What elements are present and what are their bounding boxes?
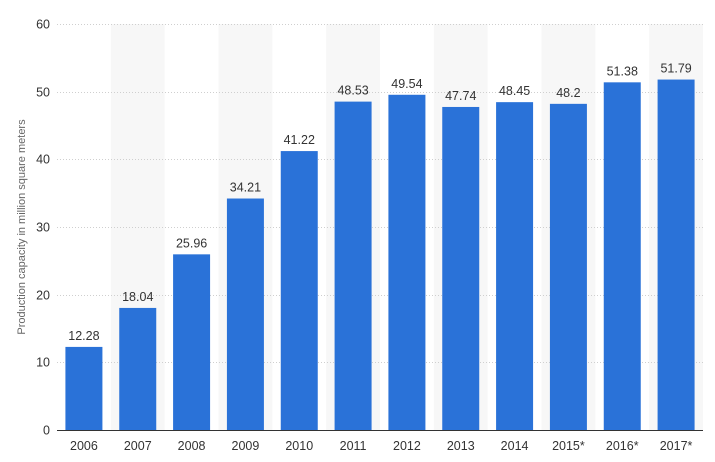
x-tick-label: 2011 — [340, 439, 367, 453]
data-label: 48.53 — [337, 84, 368, 98]
y-tick-label: 50 — [36, 86, 50, 100]
x-tick-label: 2016* — [606, 439, 639, 453]
bar-series — [65, 79, 695, 431]
data-labels: 12.28 18.04 25.96 34.21 41.22 48.53 49.54 47.74… — [68, 62, 691, 343]
y-axis-tick-labels: 0 10 20 30 40 50 60 — [36, 18, 50, 438]
data-label: 48.45 — [499, 84, 530, 98]
y-tick-label: 40 — [36, 153, 50, 167]
x-tick-label: 2007 — [124, 439, 152, 453]
x-tick-label: 2012 — [393, 439, 421, 453]
data-label: 18.04 — [122, 290, 153, 304]
data-label: 51.79 — [660, 62, 691, 76]
data-label: 49.54 — [391, 77, 422, 91]
bar — [657, 79, 695, 431]
y-tick-label: 10 — [36, 356, 50, 370]
x-tick-label: 2015* — [552, 439, 585, 453]
data-label: 12.28 — [68, 329, 99, 343]
bar — [603, 82, 641, 430]
data-label: 25.96 — [176, 236, 207, 250]
bar — [549, 103, 587, 430]
y-axis-title: Production capacity in million square me… — [16, 119, 28, 335]
x-tick-label: 2017* — [660, 439, 693, 453]
bar — [388, 94, 426, 431]
bar — [226, 198, 264, 430]
bar — [280, 151, 318, 430]
x-tick-label: 2008 — [178, 439, 206, 453]
bar — [496, 102, 534, 430]
bar — [173, 254, 211, 430]
data-label: 48.2 — [556, 86, 580, 100]
x-tick-label: 2006 — [70, 439, 98, 453]
x-tick-label: 2014 — [501, 439, 529, 453]
y-tick-label: 20 — [36, 289, 50, 303]
bar — [334, 101, 372, 430]
bar — [119, 307, 157, 430]
y-tick-label: 0 — [43, 424, 50, 438]
x-tick-label: 2010 — [285, 439, 313, 453]
data-label: 41.22 — [284, 133, 315, 147]
bar — [442, 106, 480, 430]
x-tick-label: 2013 — [447, 439, 475, 453]
bar — [65, 346, 103, 430]
data-label: 34.21 — [230, 181, 261, 195]
data-label: 51.38 — [607, 64, 638, 78]
y-tick-label: 60 — [36, 18, 50, 32]
data-label: 47.74 — [445, 89, 476, 103]
x-axis-tick-labels: 2006 2007 2008 2009 2010 2011 2012 2013 2014 2015… — [70, 439, 693, 453]
x-tick-label: 2009 — [232, 439, 260, 453]
y-tick-label: 30 — [36, 221, 50, 235]
